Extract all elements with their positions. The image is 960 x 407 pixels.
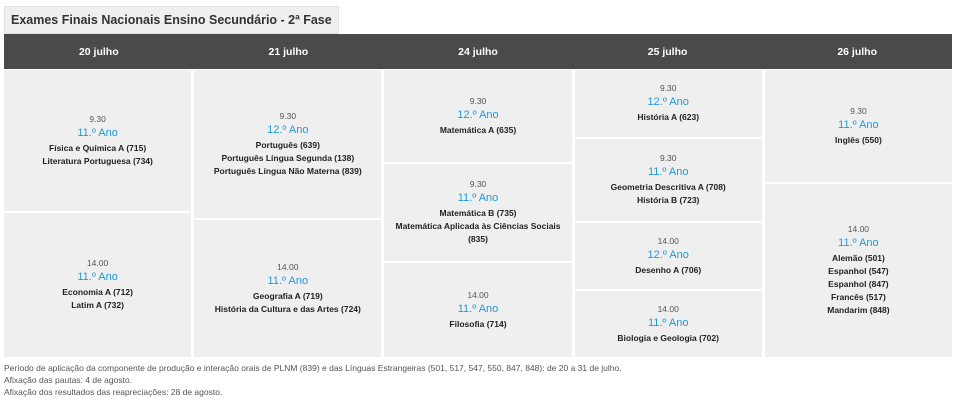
exam-item: Mandarim (848) [827, 305, 890, 315]
slot-time: 14.00 [847, 224, 870, 234]
exam-item: Português Língua Não Materna (839) [213, 165, 362, 176]
day-header-25-julho: 25 julho [647, 45, 688, 58]
day-column-20-julho: 9.30 11.º Ano Física e Química A (715) L… [4, 70, 192, 357]
exam-slot: 9.30 11.º Ano Inglês (550) [764, 70, 953, 182]
slot-year: 12.º Ano [647, 96, 689, 108]
page-title: Exames Finais Nacionais Ensino Secundári… [4, 6, 339, 34]
exam-item: Desenho A (706) [635, 264, 702, 275]
slot-year: 11.º Ano [647, 316, 689, 329]
slot-time: 9.30 [659, 153, 677, 163]
exam-item: Física e Química A (715) [49, 142, 147, 153]
exam-item: Alemão (501) [831, 253, 885, 263]
schedule-grid: 9.30 11.º Ano Física e Química A (715) L… [4, 70, 953, 357]
exam-item: História da Cultura e das Artes (724) [214, 303, 361, 314]
exam-item: Biologia e Geologia (702) [617, 332, 719, 343]
exam-item: Inglês (550) [835, 134, 882, 145]
day-column-24-julho: 9.30 12.º Ano Matemática A (635) 9.30 11… [384, 70, 572, 357]
exam-item: Espanhol (847) [828, 279, 889, 289]
exam-item: Matemática A (635) [439, 124, 517, 135]
slot-time: 9.30 [850, 105, 867, 116]
footnote-pautas: Afixação das pautas: 4 de agosto. [4, 375, 133, 385]
exam-item: História B (723) [637, 195, 700, 205]
footnote-reapreciacoes: Afixação dos resultados das reapreciaçõe… [4, 387, 223, 397]
footnote-orals-period: Período de aplicação da componente de pr… [4, 363, 622, 373]
exam-slot: 9.30 11.º Ano Geometria Descritiva A (70… [574, 139, 762, 221]
day-column-26-julho: 9.30 11.º Ano Inglês (550) 14.00 11.º An… [764, 70, 953, 357]
slot-year: 11.º Ano [77, 271, 118, 283]
exam-item: Geometria Descritiva A (708) [610, 182, 726, 192]
slot-time: 14.00 [277, 261, 299, 272]
slot-time: 9.30 [469, 95, 487, 106]
exam-item: Espanhol (547) [828, 266, 889, 276]
slot-year: 11.º Ano [457, 302, 499, 315]
exam-item: Português Língua Segunda (138) [221, 152, 355, 163]
slot-year: 11.º Ano [838, 118, 879, 131]
exam-slot: 14.00 11.º Ano Filosofia (714) [384, 263, 572, 357]
slot-year: 12.º Ano [267, 123, 309, 136]
exam-slot: 14.00 11.º Ano Biologia e Geologia (702) [574, 291, 762, 357]
day-header-24-julho: 24 julho [458, 45, 498, 58]
exam-item: Filosofia (714) [449, 318, 507, 329]
day-header-row: 20 julho 21 julho 24 julho 25 julho 26 j… [4, 34, 952, 69]
exam-item: (835) [468, 234, 488, 244]
exam-slot: 14.00 11.º Ano Alemão (501) Espanhol (54… [764, 184, 953, 357]
footnotes: Período de aplicação da componente de pr… [4, 362, 622, 398]
slot-time: 14.00 [467, 289, 489, 300]
slot-year: 12.º Ano [457, 108, 499, 121]
exam-item: Matemática B (735) [439, 208, 517, 218]
exam-slot: 9.30 12.º Ano Matemática A (635) [384, 70, 572, 162]
exam-slot: 14.00 12.º Ano Desenho A (706) [574, 223, 762, 289]
exam-item: História A (623) [637, 112, 700, 122]
day-column-25-julho: 9.30 12.º Ano História A (623) 9.30 11.º… [574, 70, 762, 357]
slot-year: 11.º Ano [647, 166, 689, 178]
exam-slot: 9.30 11.º Ano Física e Química A (715) L… [4, 70, 192, 211]
day-header-21-julho: 21 julho [268, 45, 309, 58]
slot-time: 9.30 [89, 113, 106, 124]
slot-year: 11.º Ano [267, 274, 309, 287]
exam-slot: 9.30 11.º Ano Matemática B (735) Matemát… [384, 164, 572, 261]
exam-item: Economia A (712) [62, 287, 133, 297]
slot-year: 11.º Ano [457, 192, 499, 204]
exam-item: Geografia A (719) [252, 290, 323, 301]
slot-time: 14.00 [657, 235, 679, 246]
exam-item: Literatura Portuguesa (734) [42, 155, 153, 166]
slot-year: 11.º Ano [838, 237, 879, 249]
exam-slot: 14.00 11.º Ano Geografia A (719) Históri… [194, 220, 382, 357]
exam-item: Matemática Aplicada às Ciências Sociais [395, 221, 561, 231]
day-header-20-julho: 20 julho [78, 45, 119, 58]
exam-slot: 9.30 12.º Ano Português (639) Português … [194, 70, 382, 218]
slot-time: 9.30 [659, 83, 677, 93]
slot-year: 11.º Ano [77, 126, 118, 139]
slot-time: 14.00 [86, 258, 109, 268]
slot-time: 9.30 [469, 179, 487, 189]
exam-slot: 14.00 11.º Ano Economia A (712) Latim A … [4, 213, 192, 357]
exam-item: Latim A (732) [71, 300, 124, 310]
exam-item: Francês (517) [831, 292, 886, 302]
slot-year: 12.º Ano [647, 248, 689, 261]
exam-item: Português (639) [255, 139, 320, 150]
day-header-26-julho: 26 julho [837, 45, 878, 58]
slot-time: 14.00 [657, 303, 679, 314]
exam-slot: 9.30 12.º Ano História A (623) [574, 70, 762, 137]
day-column-21-julho: 9.30 12.º Ano Português (639) Português … [194, 70, 382, 357]
slot-time: 9.30 [279, 110, 297, 121]
